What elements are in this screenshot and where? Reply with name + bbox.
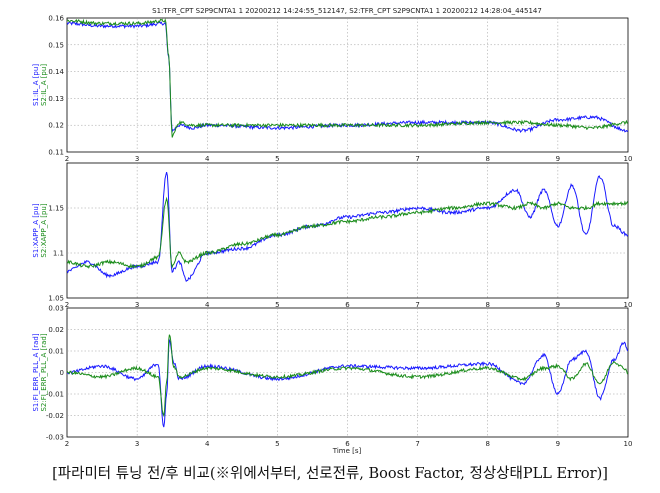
y-axis-label-s2: S2:XAPP_A [pu]: [40, 203, 48, 257]
y-tick-label: 1.1: [53, 250, 64, 258]
y-tick-label: 0.02: [48, 326, 64, 334]
x-tick-label: 2: [65, 301, 69, 309]
y-tick-label: -0.03: [46, 434, 64, 442]
x-tick-label: 6: [345, 155, 350, 163]
figure-title: S1:TFR_CPT S2P9CNTA1 1 20200212 14:24:55…: [152, 7, 542, 15]
x-tick-label: 4: [205, 155, 210, 163]
y-tick-label: 0.03: [48, 305, 64, 313]
y-axis-label-s2: S2:IL_A [pu]: [40, 64, 48, 106]
x-tick-label: 7: [415, 155, 419, 163]
y-axis-label-s1: S1:IL_A [pu]: [32, 64, 40, 106]
x-tick-label: 5: [275, 155, 279, 163]
y-axis-label-s2: S2:FI_ERR_PLL_A [rad]: [40, 333, 48, 411]
x-tick-label: 3: [135, 155, 139, 163]
x-tick-label: 7: [415, 301, 419, 309]
y-tick-label: 0.14: [48, 68, 64, 76]
y-axis-label-s1: S1:XAPP_A [pu]: [32, 203, 40, 257]
figure-caption: [파라미터 튜닝 전/후 비교(※위에서부터, 선로전류, Boost Fact…: [52, 466, 608, 482]
x-tick-label: 8: [486, 301, 490, 309]
x-axis-label: Time [s]: [332, 447, 362, 455]
y-tick-label: 0.15: [48, 41, 64, 49]
chart-panel-3: 2 3 4 5 6 7 8 9 10 -0.03 -0.02 -0.01 0 0.01 0.02 0.03 S1…: [32, 305, 632, 449]
y-tick-label: 1.05: [48, 295, 64, 303]
x-tick-label: 10: [624, 440, 633, 448]
x-tick-label: 2: [65, 155, 69, 163]
x-tick-label: 5: [275, 440, 279, 448]
x-tick-label: 9: [556, 440, 560, 448]
y-tick-label: 0.13: [48, 95, 64, 103]
x-tick-label: 3: [135, 301, 139, 309]
x-tick-label: 8: [486, 155, 490, 163]
chart-panel-1: 2 3 4 5 6 7 8 9 10 0.11 0.12 0.13 0.14 0.15 0.16 S1:IL_…: [32, 15, 632, 164]
y-tick-label: 0.16: [48, 15, 64, 23]
x-tick-label: 4: [205, 440, 210, 448]
x-tick-label: 3: [135, 440, 139, 448]
y-tick-label: -0.01: [46, 391, 64, 399]
x-tick-label: 5: [275, 301, 279, 309]
y-tick-label: 0.01: [48, 348, 64, 356]
x-tick-label: 9: [556, 301, 560, 309]
y-tick-label: 0: [60, 369, 64, 377]
series-line-s2: [67, 18, 628, 138]
y-tick-label: -0.02: [46, 412, 64, 420]
x-tick-label: 7: [415, 440, 419, 448]
series-line-s2: [67, 334, 628, 418]
y-axis-label-s1: S1:FI_ERR_PLL_A [rad]: [32, 333, 40, 411]
y-tick-label: 1.15: [48, 205, 64, 213]
x-tick-label: 6: [345, 440, 350, 448]
x-tick-label: 6: [345, 301, 350, 309]
y-tick-label: 0.11: [48, 149, 64, 157]
x-tick-label: 10: [624, 155, 633, 163]
x-tick-label: 10: [624, 301, 633, 309]
figure-canvas: S1:TFR_CPT S2P9CNTA1 1 20200212 14:24:55…: [32, 7, 633, 455]
x-tick-label: 8: [486, 440, 490, 448]
x-tick-label: 4: [205, 301, 210, 309]
x-tick-label: 2: [65, 440, 69, 448]
x-tick-label: 9: [556, 155, 560, 163]
series-line-s2: [67, 196, 628, 270]
y-tick-label: 0.12: [48, 122, 64, 130]
chart-panel-2: 2 3 4 5 6 7 8 9 10 1.05 1.1 1.15 S1:XAPP_A [pu] S2:XA…: [32, 162, 633, 309]
